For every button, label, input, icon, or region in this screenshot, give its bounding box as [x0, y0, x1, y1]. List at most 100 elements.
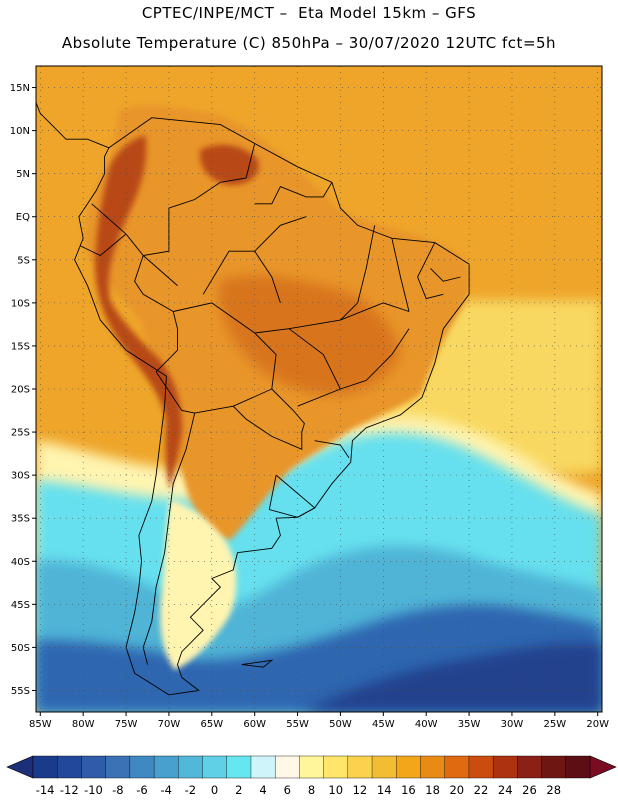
lat-label: 30S	[11, 471, 30, 482]
colorbar-label: 16	[401, 783, 416, 797]
colorbar-label: -14	[36, 783, 55, 797]
lat-label: 5N	[16, 169, 30, 180]
lat-label: 5S	[17, 255, 30, 266]
lon-label: 60W	[243, 719, 266, 730]
lon-label: 85W	[29, 719, 52, 730]
colorbar-label: 0	[211, 783, 218, 797]
colorbar-swatch	[371, 755, 397, 779]
lat-label: 25S	[11, 428, 30, 439]
lat-label: 10N	[10, 126, 30, 137]
colorbar-label: 18	[425, 783, 440, 797]
border-line-8	[80, 233, 127, 257]
colorbar-label: 4	[259, 783, 266, 797]
lon-label: 70W	[158, 719, 181, 730]
lon-label: 25W	[544, 719, 567, 730]
border-line-5	[142, 412, 196, 665]
colorbar-swatch	[105, 755, 131, 779]
colorbar-label: 6	[284, 783, 291, 797]
lat-label: 55S	[11, 686, 30, 697]
lon-label: 40W	[415, 719, 438, 730]
lon-label: 45W	[372, 719, 395, 730]
lon-label: 80W	[72, 719, 95, 730]
lon-label: 55W	[286, 719, 309, 730]
colorbar-swatch	[541, 755, 567, 779]
field-patagonia-cold	[160, 500, 237, 670]
colorbar-swatch	[492, 755, 518, 779]
colorbar-label: 22	[474, 783, 489, 797]
lon-label: 50W	[329, 719, 352, 730]
colorbar-label: -10	[84, 783, 103, 797]
colorbar-label: -12	[60, 783, 79, 797]
border-line-19	[254, 216, 307, 252]
colorbar-label: -6	[136, 783, 147, 797]
lat-label: 10S	[11, 298, 30, 309]
lat-label: 40S	[11, 557, 30, 568]
lat-label: 20S	[11, 385, 30, 396]
border-line-2	[155, 302, 277, 414]
colorbar-label: 26	[522, 783, 537, 797]
colorbar-label: -4	[160, 783, 171, 797]
field-polar	[300, 643, 602, 712]
colorbar-swatch	[81, 755, 107, 779]
colorbar-swatch	[153, 755, 179, 779]
border-line-4	[268, 474, 316, 518]
colorbar-label: 12	[353, 783, 368, 797]
colorbar-swatch	[468, 755, 494, 779]
country-borders	[36, 101, 470, 696]
colorbar-overflow-arrow	[589, 755, 617, 779]
colorbar-swatch	[299, 755, 325, 779]
border-line-20	[430, 268, 461, 282]
colorbar-label: 2	[235, 783, 242, 797]
colorbar-swatch	[444, 755, 470, 779]
colorbar-label: 20	[449, 783, 464, 797]
lon-label: 65W	[200, 719, 223, 730]
colorbar-swatch	[226, 755, 252, 779]
lat-label: 15N	[10, 83, 30, 94]
colorbar-swatch	[32, 755, 58, 779]
lat-label: 45S	[11, 600, 30, 611]
border-line-15	[391, 238, 410, 312]
map-subtitle: Absolute Temperature (C) 850hPa – 30/07/…	[61, 34, 557, 52]
colorbar-swatch	[129, 755, 155, 779]
colorbar-swatch	[420, 755, 446, 779]
lat-label: 35S	[11, 514, 30, 525]
map-title: CPTEC/INPE/MCT – Eta Model 15km – GFS	[141, 4, 477, 22]
colorbar-label: 10	[328, 783, 343, 797]
border-line-9	[254, 182, 333, 205]
colorbar-swatch	[517, 755, 543, 779]
lat-lon-grid	[36, 66, 602, 712]
lon-label: 75W	[115, 719, 138, 730]
field-andes-hot	[95, 135, 182, 490]
colorbar-label: -2	[185, 783, 196, 797]
colorbar-swatch	[178, 755, 204, 779]
border-line-14	[340, 225, 376, 321]
colorbar-label: -8	[112, 783, 123, 797]
border-line-1	[36, 101, 110, 149]
colorbar-underflow-arrow	[6, 755, 34, 779]
colorbar-label: 14	[377, 783, 392, 797]
colorbar-swatch	[347, 755, 373, 779]
longitude-labels: 85W 80W 75W 70W 65W 60W 55W 50W 45W 40W 35W 30W 25W 2…	[29, 712, 609, 730]
colorbar-label: 8	[308, 783, 315, 797]
colorbar: -14 -12 -10 -8 -6 -4 -2 0 2 4 6 8 10 12 14 16 18 20 22 24 26…	[6, 755, 617, 797]
colorbar-swatch	[202, 755, 228, 779]
colorbar-swatch	[57, 755, 83, 779]
lon-label: 20W	[586, 719, 609, 730]
colorbar-label: 24	[498, 783, 513, 797]
colorbar-swatch	[250, 755, 276, 779]
lat-label: 50S	[11, 643, 30, 654]
field-highlands-hot	[199, 144, 259, 185]
border-line-13	[288, 328, 341, 390]
colorbar-label: 28	[546, 783, 561, 797]
border-line-21	[241, 659, 274, 668]
lat-label: EQ	[16, 212, 30, 223]
lon-label: 35W	[458, 719, 481, 730]
colorbar-swatch	[565, 755, 591, 779]
lat-label: 15S	[11, 341, 30, 352]
border-line-0	[74, 117, 470, 696]
border-line-11	[297, 328, 410, 407]
colorbar-swatch	[274, 755, 300, 779]
latitude-labels: 15N 10N 5N EQ 5S 10S 15S 20S 25S 30S 35S 40S 45S 50S 5…	[10, 83, 36, 697]
